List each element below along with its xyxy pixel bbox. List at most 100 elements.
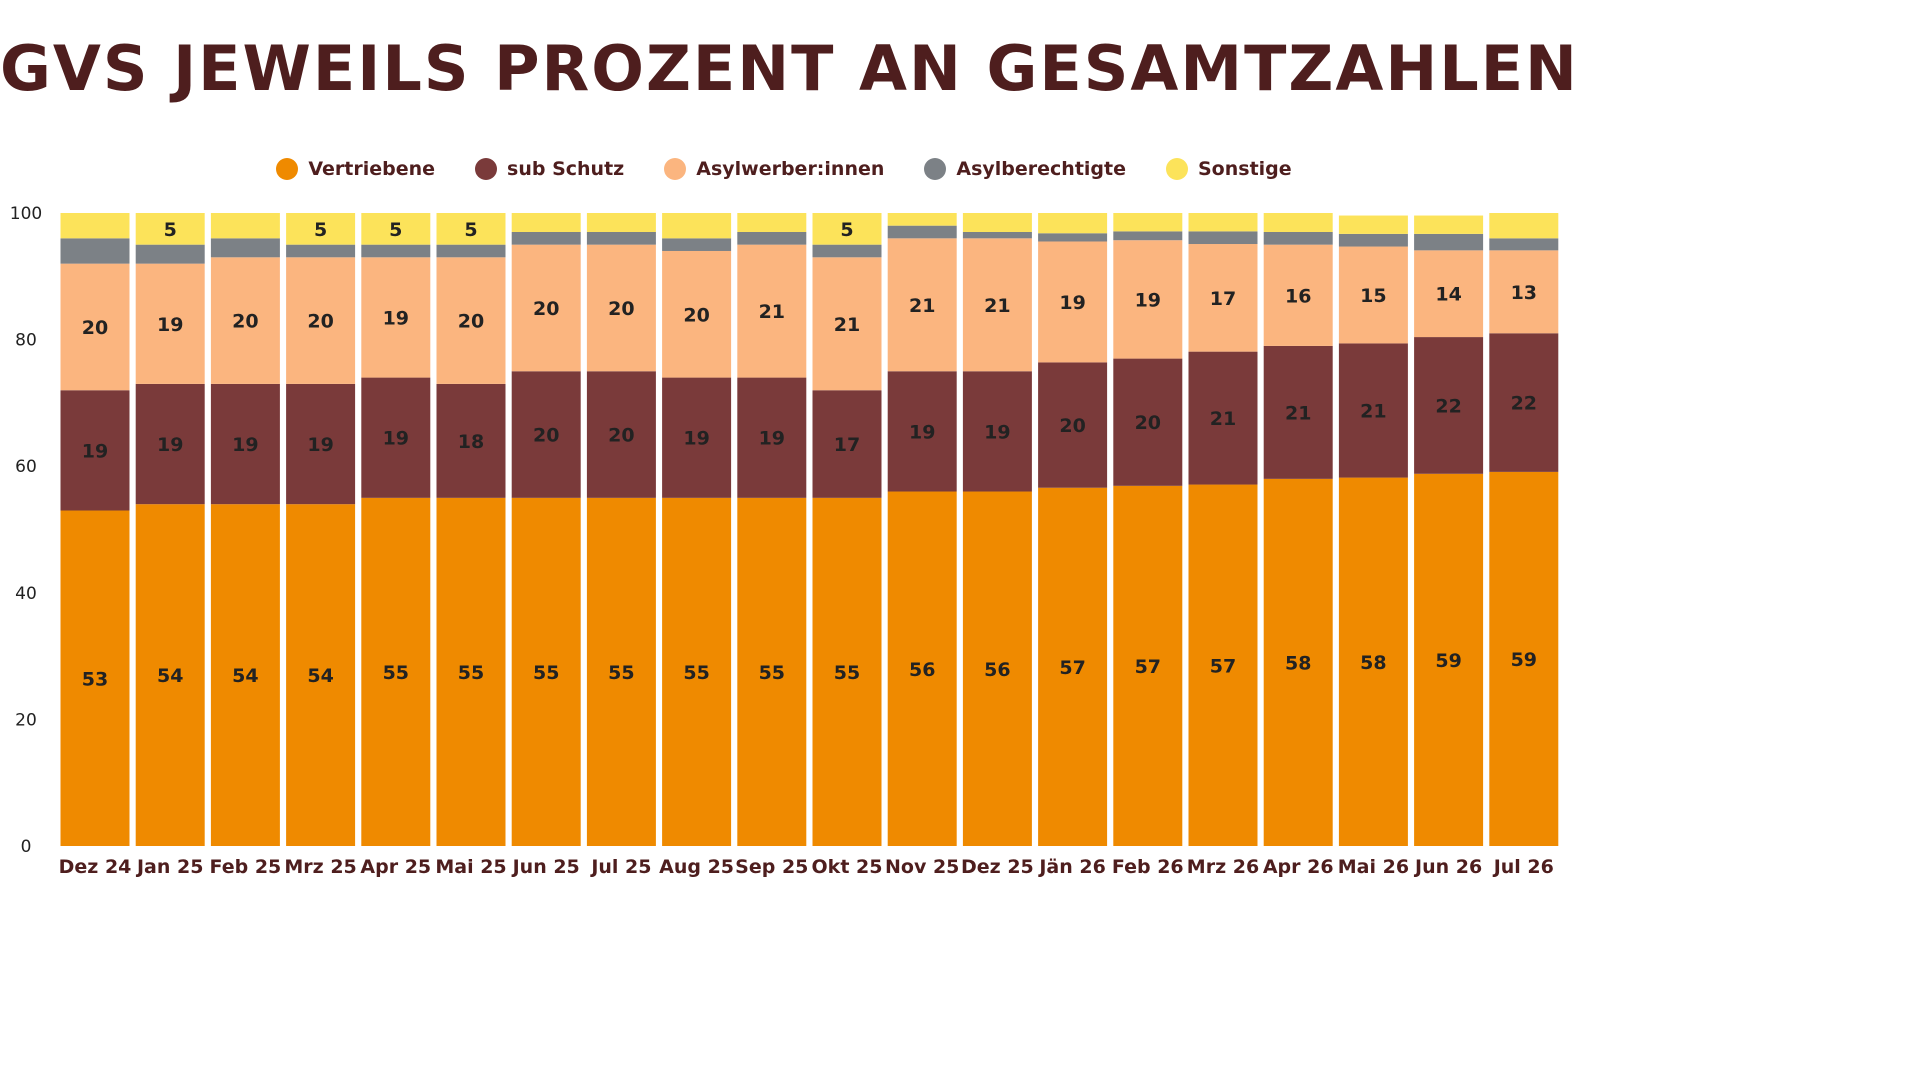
bar-segment — [1414, 233, 1484, 251]
data-label: 21 — [984, 295, 1010, 317]
bar-segment — [586, 231, 656, 245]
bar-segment — [1263, 213, 1333, 232]
bar-segment — [60, 510, 130, 846]
data-label: 20 — [533, 425, 559, 447]
bar-segment — [1414, 215, 1484, 234]
bar-segment — [210, 238, 280, 258]
x-tick-label: Jul 25 — [589, 856, 651, 878]
bar-segment — [1489, 333, 1559, 472]
bar-segment — [361, 244, 431, 258]
bar-segment — [361, 377, 431, 498]
x-tick-label: Dez 25 — [961, 856, 1034, 878]
stacked-bar-chart: 0 20 40 60 80 100 53 19 20 Dez 24 54 19 19 5 Jan 25 54 1… — [10, 204, 1559, 878]
chart-title: GVS JEWEILS PROZENT AN GESAMTZAHLEN — [0, 32, 1579, 105]
data-label: 22 — [1435, 395, 1461, 417]
bar-segment — [662, 213, 732, 239]
bar-segment — [1188, 484, 1258, 846]
bar-segment — [962, 371, 1032, 492]
data-label: 19 — [1059, 292, 1085, 314]
x-tick-label: Apr 25 — [360, 856, 431, 878]
data-label: 58 — [1360, 652, 1386, 674]
data-label: 54 — [307, 665, 333, 687]
x-tick-label: Jun 25 — [511, 856, 580, 878]
bar-segment — [436, 383, 506, 498]
bar-segment — [1263, 244, 1333, 346]
data-label: 5 — [840, 219, 853, 241]
bar-segment — [60, 390, 130, 511]
bar-segment — [1489, 250, 1559, 334]
bar-segment — [286, 383, 356, 505]
data-label: 21 — [1285, 402, 1311, 424]
data-label: 20 — [307, 311, 333, 333]
data-label: 20 — [608, 298, 634, 320]
bar-segment — [962, 491, 1032, 846]
data-label: 19 — [157, 434, 183, 456]
legend-swatch — [1166, 158, 1188, 180]
data-label: 16 — [1285, 285, 1311, 307]
bar-segment — [1414, 473, 1484, 846]
bar-segment — [1038, 241, 1108, 363]
bar-segment — [887, 213, 957, 226]
data-label: 19 — [909, 421, 935, 443]
bar-segment — [1038, 362, 1108, 488]
bar-segment — [436, 257, 506, 384]
bar-segment — [1338, 343, 1408, 478]
legend: Vertriebene sub Schutz Asylwerber:innen Asy… — [0, 158, 1568, 180]
data-label: 55 — [533, 662, 559, 684]
bar-segment — [1338, 477, 1408, 846]
bar-segment — [1113, 485, 1183, 846]
data-label: 20 — [683, 304, 709, 326]
bar-segment — [586, 213, 656, 232]
bar-segment — [812, 257, 882, 391]
bar-segment — [135, 263, 205, 384]
y-tick-label: 0 — [21, 837, 32, 857]
y-tick-label: 60 — [15, 457, 37, 477]
data-label: 21 — [759, 301, 785, 323]
data-label: 15 — [1360, 285, 1386, 307]
bar-segment — [361, 497, 431, 846]
bar-segment — [1038, 487, 1108, 846]
bar-segment — [887, 491, 957, 846]
bar-segment — [586, 497, 656, 846]
bar-segment — [737, 213, 807, 232]
bar-segment — [361, 213, 431, 245]
bar-segment — [210, 383, 280, 505]
bar-segment — [1338, 233, 1408, 247]
bar-segment — [1263, 478, 1333, 846]
data-label: 5 — [164, 219, 177, 241]
data-label: 19 — [307, 434, 333, 456]
data-label: 55 — [759, 662, 785, 684]
bar-segment — [511, 231, 581, 245]
bar-segment — [1188, 213, 1258, 232]
legend-item: Asylwerber:innen — [664, 158, 884, 180]
bar-segment — [586, 371, 656, 498]
data-label: 20 — [608, 425, 634, 447]
bar-segment — [812, 244, 882, 258]
x-tick-label: Apr 26 — [1263, 856, 1334, 878]
data-label: 57 — [1210, 655, 1236, 677]
legend-item: Sonstige — [1166, 158, 1292, 180]
bar-segment — [887, 225, 957, 239]
bar-segment — [1414, 337, 1484, 474]
legend-swatch — [276, 158, 299, 180]
legend-label: Asylwerber:innen — [696, 158, 885, 180]
bar-segment — [662, 377, 732, 498]
bar-segment — [1113, 358, 1183, 486]
bar-segment — [662, 497, 732, 846]
bar-segment — [511, 244, 581, 372]
bar-segment — [1414, 250, 1484, 338]
bar-segment — [812, 213, 882, 245]
legend-label: Asylberechtigte — [956, 158, 1126, 180]
data-label: 55 — [458, 662, 484, 684]
data-label: 18 — [458, 431, 484, 453]
data-label: 14 — [1435, 284, 1461, 306]
data-label: 20 — [82, 317, 108, 339]
bar-segment — [135, 383, 205, 505]
data-label: 17 — [1210, 288, 1236, 310]
x-tick-label: Nov 25 — [885, 856, 959, 878]
bar-segment — [586, 244, 656, 372]
data-label: 55 — [383, 662, 409, 684]
bar-segment — [1489, 471, 1559, 846]
bar-segment — [60, 263, 130, 391]
bar-segment — [1188, 244, 1258, 352]
